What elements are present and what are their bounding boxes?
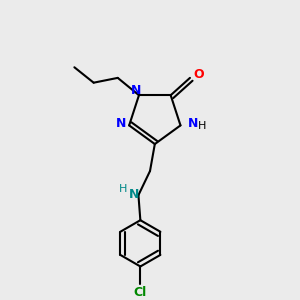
Text: H: H xyxy=(197,122,206,131)
Text: N: N xyxy=(131,84,141,97)
Text: N: N xyxy=(128,188,139,201)
Text: Cl: Cl xyxy=(134,286,147,299)
Text: N: N xyxy=(116,117,127,130)
Text: O: O xyxy=(193,68,204,80)
Text: N: N xyxy=(188,117,198,130)
Text: H: H xyxy=(119,184,127,194)
